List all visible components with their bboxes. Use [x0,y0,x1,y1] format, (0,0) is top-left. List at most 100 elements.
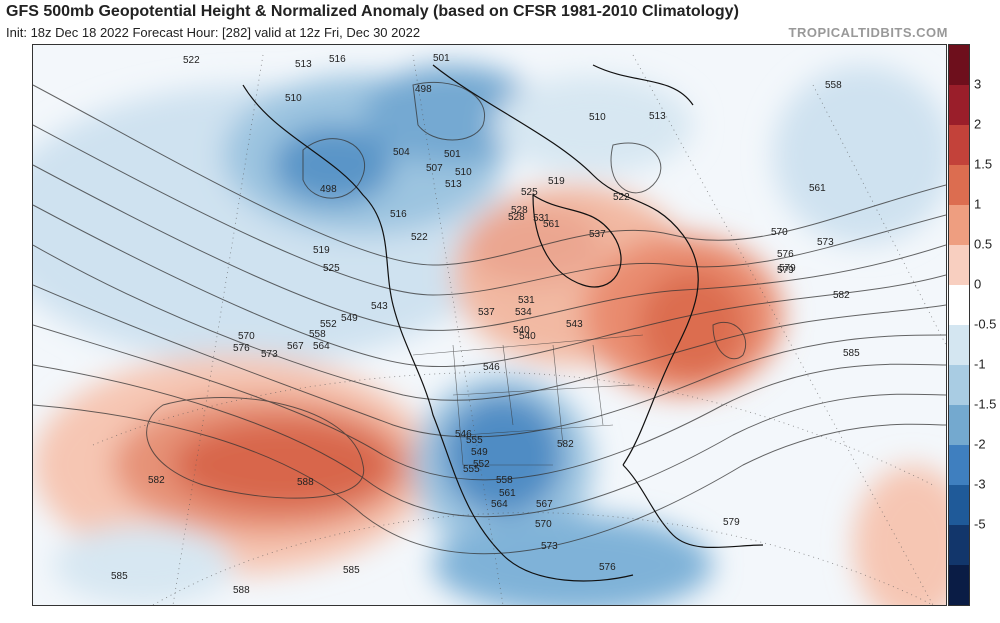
contour-label: 576 [777,249,794,260]
map-canvas: 522 513 516 501 498 510 498 504 501 507 … [33,45,946,605]
contour-label: 564 [313,341,330,352]
colorbar-segment [949,285,969,325]
colorbar-tick-label: -1.5 [974,396,997,412]
contour-label: 561 [809,183,826,194]
coastlines [242,64,764,582]
contour-label: 558 [825,80,842,91]
contour-label: 582 [557,439,574,450]
contour-label: 549 [471,447,488,458]
anomaly-colorbar [948,44,970,606]
contour-label: 537 [589,229,606,240]
contour-label: 588 [233,585,250,596]
contour-label: 579 [723,517,740,528]
contour-label: 561 [543,219,560,230]
contour-label: 576 [599,562,616,573]
colorbar-tick-label: -2 [974,436,986,452]
colorbar-segment [949,165,969,205]
contour-label: 567 [287,341,304,352]
contour-label: 498 [320,184,337,195]
colorbar-tick-label: -0.5 [974,316,997,332]
contour-label: 585 [843,348,860,359]
graticule [92,54,946,605]
contour-label: 561 [499,488,516,499]
colorbar-segment [949,365,969,405]
colorbar-segment [949,205,969,245]
colorbar-segment [949,525,969,565]
contour-label: 552 [473,459,490,470]
contour-label: 570 [238,331,255,342]
colorbar-tick-label: -5 [974,516,986,532]
contour-label: 543 [566,319,583,330]
colorbar-tick-label: 3 [974,76,982,92]
contour-label: 576 [233,343,250,354]
colorbar-tick-label: -1 [974,356,986,372]
contour-label: 558 [496,475,513,486]
contour-label: 531 [518,295,535,306]
political-boundaries [412,334,644,466]
contour-label: 564 [491,499,508,510]
contour-label: 567 [536,499,553,510]
contour-label: 528 [511,205,528,216]
colorbar-tick-label: 0.5 [974,236,993,252]
contour-label: 510 [285,93,302,104]
contour-label: 513 [295,59,312,70]
contour-label: 555 [463,464,480,475]
contour-label: 534 [515,307,532,318]
contour-label: 543 [371,301,388,312]
contour-label: 558 [309,329,326,340]
contour-labels: 522 513 516 501 498 510 498 504 501 507 … [111,53,860,596]
contour-label: 507 [426,163,443,174]
colorbar-segment [949,445,969,485]
colorbar-segment [949,85,969,125]
site-credit[interactable]: TROPICALTIDBITS.COM [788,25,948,40]
contour-label: 573 [261,349,278,360]
anomaly-shading [33,65,946,605]
colorbar-tick-label: 1 [974,196,982,212]
contour-label: 513 [649,111,666,122]
contour-label: 570 [535,519,552,530]
contour-label: 516 [390,209,407,220]
contour-label: 522 [613,192,630,203]
contour-label: 522 [411,232,428,243]
contour-label: 573 [541,541,558,552]
colorbar-segment [949,125,969,165]
contour-label: 525 [323,263,340,274]
map-title: GFS 500mb Geopotential Height & Normaliz… [6,3,739,20]
contour-label: 519 [313,245,330,256]
colorbar-segment [949,45,969,85]
contour-label: 570 [771,227,788,238]
contour-label: 540 [519,331,536,342]
contour-label: 525 [521,187,538,198]
contour-label: 516 [329,54,346,65]
colorbar-segment [949,245,969,285]
contour-label: 582 [148,475,165,486]
colorbar-segment [949,565,969,605]
contour-label: 546 [455,429,472,440]
contour-label: 579 [777,265,794,276]
contour-label: 549 [341,313,358,324]
colorbar-tick-label: 2 [974,116,982,132]
contour-label: 501 [444,149,461,160]
colorbar-segment [949,325,969,365]
contour-label: 552 [320,319,337,330]
colorbar-tick-label: 1.5 [974,156,993,172]
contour-label: 501 [433,53,450,64]
anomaly-map: 522 513 516 501 498 510 498 504 501 507 … [32,44,947,606]
map-subtitle: Init: 18z Dec 18 2022 Forecast Hour: [28… [6,25,421,40]
colorbar-tick-label: 0 [974,276,982,292]
contour-label: 537 [478,307,495,318]
contour-label: 519 [548,176,565,187]
contour-label: 510 [455,167,472,178]
contour-label: 504 [393,147,410,158]
contour-label: 585 [343,565,360,576]
contour-label: 588 [297,477,314,488]
contour-label: 540 [513,325,530,336]
contour-label: 546 [483,362,500,373]
contour-label: 585 [111,571,128,582]
contour-label: 579 [779,263,796,274]
contour-label: 510 [589,112,606,123]
contour-label: 498 [415,84,432,95]
contour-label: 513 [445,179,462,190]
colorbar-segment [949,485,969,525]
contour-label: 582 [833,290,850,301]
